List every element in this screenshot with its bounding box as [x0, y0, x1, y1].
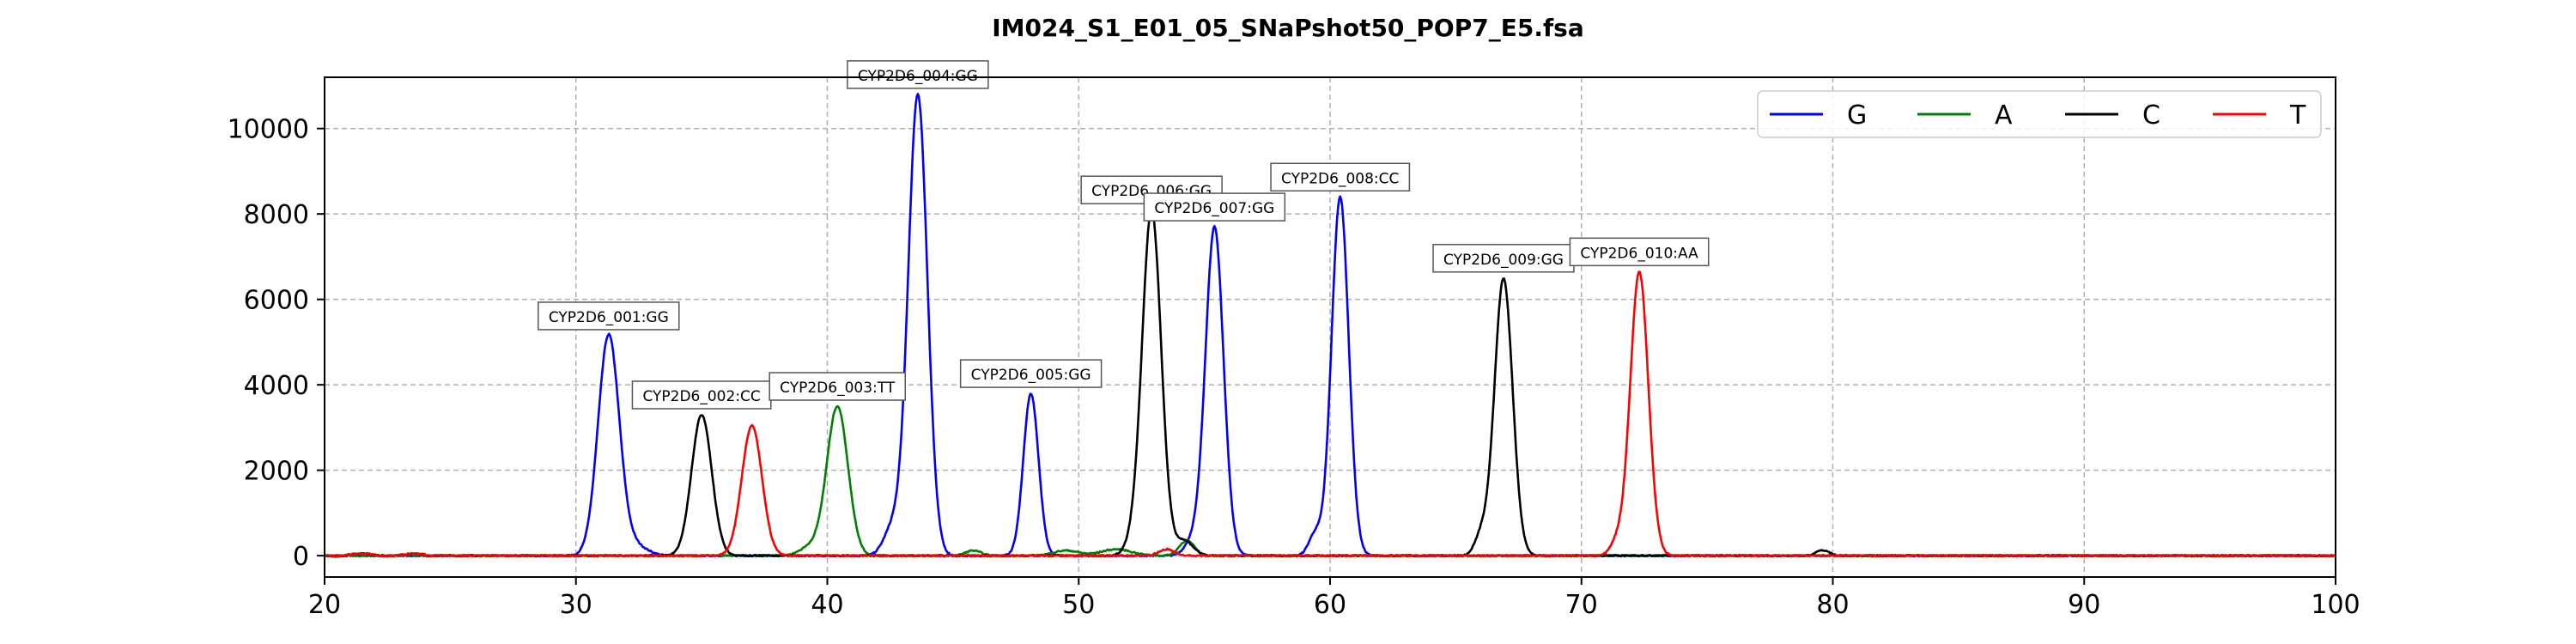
peak-annotation: CYP2D6_007:GG [1143, 192, 1286, 222]
y-tick-label: 0 [293, 542, 309, 572]
y-tick-label: 4000 [244, 371, 309, 401]
peak-annotation: CYP2D6_005:GG [959, 359, 1103, 388]
peak-annotation: CYP2D6_004:GG [847, 60, 989, 89]
y-tick-label: 10000 [228, 115, 309, 145]
peak-annotation: CYP2D6_010:AA [1569, 237, 1710, 267]
peak-annotation-label: CYP2D6_002:CC [642, 388, 760, 405]
peak-annotation-box [1270, 162, 1411, 192]
y-tick-label: 2000 [244, 457, 309, 487]
peak-annotation-box [1432, 244, 1575, 273]
x-tick-label: 60 [1314, 590, 1346, 620]
peak-annotation-label: CYP2D6_004:GG [858, 68, 978, 85]
peak-annotation-box [769, 372, 906, 401]
series-line-T [324, 270, 2336, 558]
peak-annotation-box [1143, 192, 1286, 222]
peak-annotation-label: CYP2D6_010:AA [1580, 245, 1698, 262]
legend-label-G: G [1847, 100, 1867, 131]
x-tick-label: 90 [2068, 590, 2100, 620]
x-tick-label: 40 [811, 590, 843, 620]
peak-annotation-box [538, 301, 680, 331]
x-tick-label: 50 [1062, 590, 1095, 620]
peak-annotation-label: CYP2D6_001:GG [549, 309, 669, 326]
peak-annotation-label: CYP2D6_005:GG [971, 367, 1091, 384]
peak-annotation-box [847, 60, 989, 89]
legend-box [1757, 90, 2322, 138]
legend-label-C: C [2142, 100, 2160, 131]
x-tick-label: 70 [1565, 590, 1598, 620]
x-tick-label: 20 [308, 590, 341, 620]
axes: 20 30 40 50 60 70 80 90 100 0 2000 4000 6000 8000 1000… [228, 115, 2360, 620]
y-tick-label: 8000 [244, 200, 309, 230]
x-tick-label: 80 [1816, 590, 1849, 620]
peak-annotation: CYP2D6_001:GG [538, 301, 680, 331]
legend-label-T: T [2289, 100, 2306, 131]
peak-annotation-box [631, 380, 772, 410]
y-tick-label: 6000 [244, 286, 309, 316]
series-lines [324, 93, 2336, 558]
peak-annotation: CYP2D6_003:TT [769, 372, 906, 401]
peak-annotation-label: CYP2D6_003:TT [780, 380, 896, 397]
legend-label-A: A [1995, 100, 2013, 131]
peak-annotation-box [959, 359, 1103, 388]
x-tick-label: 100 [2311, 590, 2360, 620]
peak-annotation: CYP2D6_002:CC [631, 380, 772, 410]
x-tick-label: 30 [560, 590, 592, 620]
peak-annotation: CYP2D6_008:CC [1270, 162, 1411, 192]
peak-annotation: CYP2D6_009:GG [1432, 244, 1575, 273]
peak-annotation-label: CYP2D6_007:GG [1154, 200, 1274, 217]
peak-annotation-box [1569, 237, 1710, 267]
chart-title: IM024_S1_E01_05_SNaPshot50_POP7_E5.fsa [992, 14, 1583, 42]
peak-annotations: CYP2D6_001:GG CYP2D6_002:CC CYP2D6_003:TT C… [538, 60, 1710, 410]
peak-annotation-label: CYP2D6_008:CC [1281, 170, 1399, 187]
peak-annotation-label: CYP2D6_009:GG [1443, 252, 1564, 269]
